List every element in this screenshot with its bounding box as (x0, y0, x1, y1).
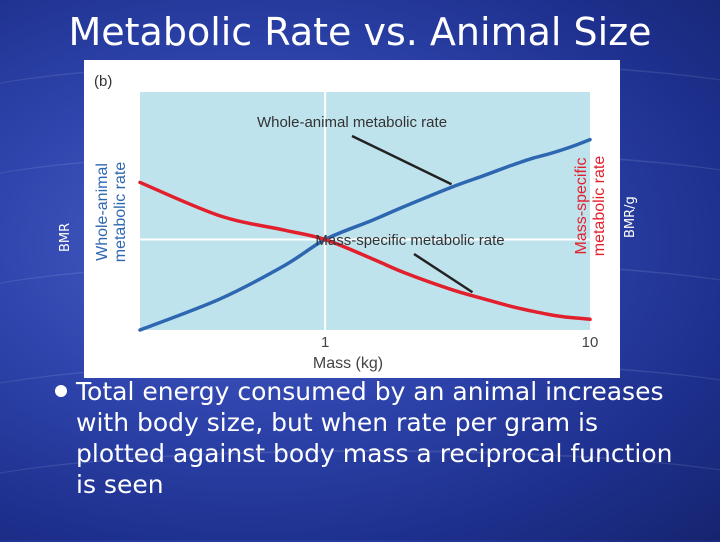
panel-label: (b) (94, 73, 112, 90)
series-layer (138, 137, 592, 332)
y-axis-label-left-line1: Whole-animal (94, 163, 111, 261)
slide-title: Metabolic Rate vs. Animal Size (68, 10, 652, 54)
x-tick-labels: 1 10 (321, 334, 598, 351)
series-line-mass-specific-metabolic-rate (138, 180, 592, 322)
x-axis-label: Mass (kg) (313, 355, 383, 372)
x-tick-label-10: 10 (582, 334, 599, 351)
chart-svg: Whole-animal metabolic rateMass-specific… (84, 60, 620, 378)
annotation-pointer-2 (413, 252, 474, 294)
annotation-pointer-1 (351, 134, 453, 186)
annotations: Whole-animal metabolic rate Mass-specific… (257, 114, 505, 294)
x-tick-label-1: 1 (321, 334, 329, 351)
series-line-whole-animal-metabolic-rate (138, 137, 592, 332)
annotation-label-1: Whole-animal metabolic rate (257, 114, 447, 131)
plot-area (140, 92, 590, 330)
y-axis-label-left-line2: metabolic rate (112, 162, 129, 263)
metabolic-rate-chart: Whole-animal metabolic rate Mass-specific… (84, 60, 620, 378)
bmr-side-label: BMR (58, 222, 73, 252)
bmr-per-gram-side-label: BMR/g (623, 196, 638, 238)
annotation-label-2: Mass-specific metabolic rate (315, 232, 504, 249)
bullet-dot (55, 385, 67, 397)
bullet-text: Total energy consumed by an animal incre… (76, 377, 673, 499)
y-axis-label-right-line2: metabolic rate (591, 156, 608, 257)
grid-lines (140, 92, 590, 330)
y-axis-label-right-line1: Mass-specific (573, 158, 590, 255)
